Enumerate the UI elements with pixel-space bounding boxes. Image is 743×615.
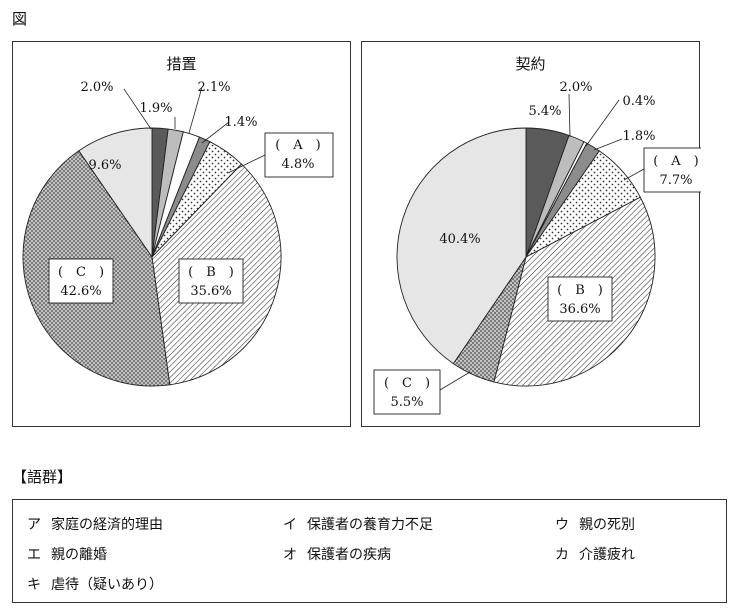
leader-line xyxy=(439,371,471,391)
term-text: 家庭の経済的理由 xyxy=(51,517,163,533)
leader-line xyxy=(227,154,266,174)
label-box xyxy=(178,258,244,304)
pie-chart-sochi: 2.0% 1.9% 2.1% 1.4% ( A ) 4.8% ( B ) 35.6% ( C )… xyxy=(22,80,334,387)
term-text: 保護者の疾病 xyxy=(307,547,391,563)
data-label: 40.4% xyxy=(439,232,480,247)
term-text: 保護者の養育力不足 xyxy=(307,517,433,533)
term-key: イ xyxy=(283,517,297,533)
pie-chart-keiyaku: 5.4% 2.0% 0.4% 1.8% ( A ) 7.7% ( B ) 36.6% ( C )… xyxy=(373,80,701,415)
data-label: 36.6% xyxy=(559,302,600,317)
data-label: 5.5% xyxy=(390,395,423,410)
term-text: 介護疲れ xyxy=(579,547,635,563)
term-group-box: ア家庭の経済的理由 イ保護者の養育力不足 ウ親の死別 エ親の離婚 オ保護者の疾病… xyxy=(12,499,727,603)
term-key: カ xyxy=(555,547,569,563)
leader-line xyxy=(593,138,623,151)
term-item: ア家庭の経済的理由 xyxy=(27,514,163,534)
term-item: エ親の離婚 xyxy=(27,544,107,564)
term-item: キ虐待（疑いあり） xyxy=(27,574,163,594)
data-label: 2.0% xyxy=(80,80,113,95)
leader-line xyxy=(623,168,645,181)
chart-panel-keiyaku: 契約 5.4% 2.0% 0.4% 1.8% ( A ) 7.7% ( B ) 36.6% ( … xyxy=(361,41,701,427)
slice-label: ( C ) xyxy=(384,376,430,391)
term-group-heading: 【語群】 xyxy=(12,468,73,486)
label-box xyxy=(643,147,701,193)
label-box xyxy=(373,369,441,415)
term-item: イ保護者の養育力不足 xyxy=(283,514,433,534)
leader-line xyxy=(585,99,620,147)
figure-label: 図 xyxy=(12,10,28,28)
slice-label: ( B ) xyxy=(188,265,234,280)
slice-label: ( C ) xyxy=(58,265,104,280)
leader-line xyxy=(201,121,230,144)
data-label: 0.4% xyxy=(622,94,655,109)
data-label: 2.0% xyxy=(559,80,592,95)
term-item: カ介護疲れ xyxy=(555,544,635,564)
leader-line xyxy=(123,88,152,130)
term-item: ウ親の死別 xyxy=(555,514,635,534)
data-label: 5.4% xyxy=(528,104,561,119)
term-text: 虐待（疑いあり） xyxy=(51,577,163,593)
chart-panel-sochi: 措置 2.0% 1.9% 2.1% 1.4% ( A ) 4.8% ( B ) 35.6% ( … xyxy=(12,41,351,427)
data-label: 1.8% xyxy=(622,129,655,144)
data-label: 4.8% xyxy=(281,157,314,172)
slice-label: ( B ) xyxy=(557,283,603,298)
term-key: オ xyxy=(283,547,297,563)
pie-slice xyxy=(396,127,527,365)
term-key: キ xyxy=(27,577,41,593)
data-label: 1.4% xyxy=(224,115,257,130)
term-key: ウ xyxy=(555,517,569,533)
leader-line xyxy=(568,93,571,138)
term-text: 親の離婚 xyxy=(51,547,107,563)
leader-line xyxy=(188,86,203,134)
label-box xyxy=(48,258,114,304)
term-key: ア xyxy=(27,517,41,533)
slice-label: ( A ) xyxy=(275,138,321,153)
data-label: 7.7% xyxy=(659,173,692,188)
term-key: エ xyxy=(27,547,41,563)
label-box xyxy=(547,276,613,322)
term-text: 親の死別 xyxy=(579,517,635,533)
label-box xyxy=(264,132,334,178)
data-label: 35.6% xyxy=(190,284,231,299)
term-item: オ保護者の疾病 xyxy=(283,544,391,564)
data-label: 9.6% xyxy=(88,158,121,173)
chart-title: 契約 xyxy=(515,55,546,73)
data-label: 2.1% xyxy=(197,80,230,95)
data-label: 1.9% xyxy=(139,101,172,116)
data-label: 42.6% xyxy=(60,284,101,299)
chart-title: 措置 xyxy=(166,55,197,73)
slice-label: ( A ) xyxy=(653,154,699,169)
